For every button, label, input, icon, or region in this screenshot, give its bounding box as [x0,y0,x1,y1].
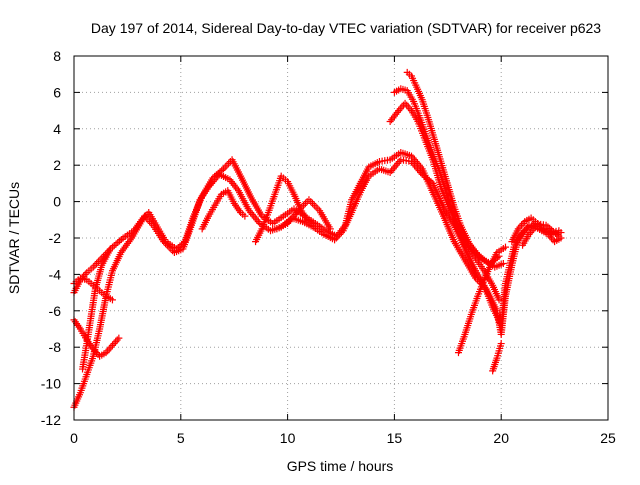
tick-labels: 0 5 10 15 20 25 -12 -10 -8 -6 -4 -2 0 2 4 6 8 [41,48,616,446]
ticks [73,55,609,421]
data-point [555,227,563,235]
data-point [501,243,509,251]
data-point [495,296,503,304]
y-tick-label: 0 [53,194,61,210]
x-axis-label: GPS time / hours [287,458,394,474]
data-point [557,234,565,242]
y-tick-label: -6 [49,303,62,319]
data-point [106,245,114,253]
y-tick-label: -8 [49,339,62,355]
x-tick-label: 5 [177,430,185,446]
y-tick-label: 6 [53,84,61,100]
y-tick-label: -10 [41,376,61,392]
y-tick-label: 8 [53,48,61,64]
y-tick-label: -12 [41,412,61,428]
data-point [309,219,317,227]
y-tick-label: -2 [49,230,62,246]
x-tick-label: 15 [387,430,403,446]
data-point [108,296,116,304]
data-points [70,68,565,411]
x-tick-label: 10 [280,430,296,446]
data-point [115,334,123,342]
x-tick-label: 20 [493,430,509,446]
y-tick-label: -4 [49,266,62,282]
chart-title: Day 197 of 2014, Sidereal Day-to-day VTE… [91,20,601,36]
y-axis-label: SDTVAR / TECUs [6,182,22,294]
data-point [241,212,249,220]
data-point [326,225,334,233]
x-tick-label: 25 [600,430,616,446]
data-point [499,259,507,267]
y-tick-label: 2 [53,157,61,173]
x-tick-label: 0 [70,430,78,446]
data-point [497,340,505,348]
y-tick-label: 4 [53,121,61,137]
data-point [481,256,489,264]
